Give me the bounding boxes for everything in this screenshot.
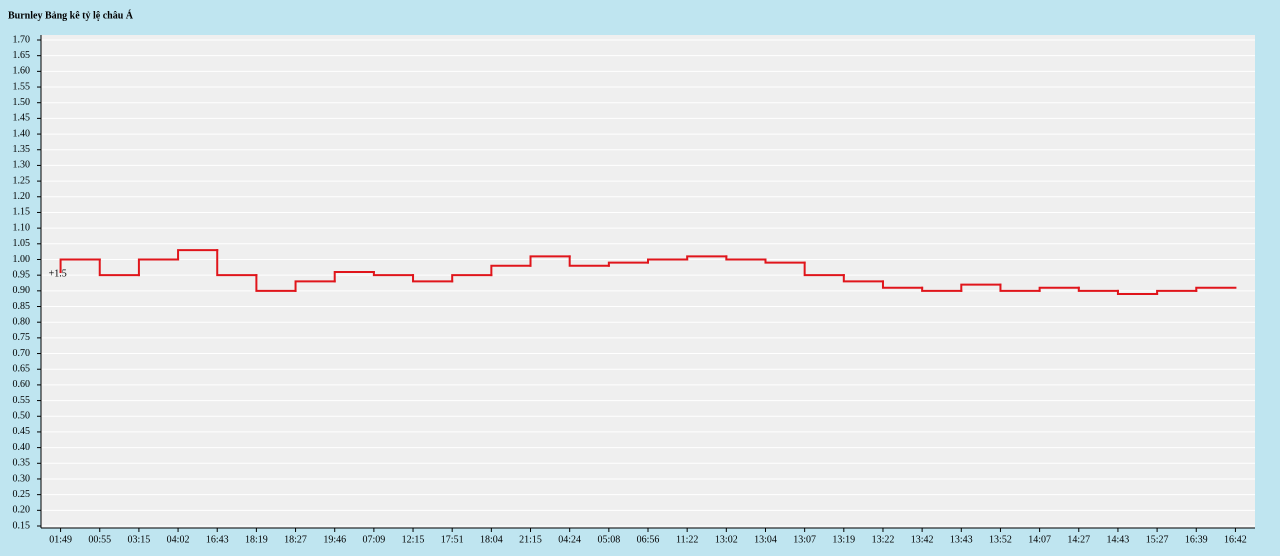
x-tick-label: 18:27 [284, 534, 307, 545]
x-tick-label: 13:02 [715, 534, 738, 545]
y-tick-label: 0.25 [13, 489, 31, 500]
y-tick-label: 0.75 [13, 332, 31, 343]
x-tick-label: 14:07 [1028, 534, 1051, 545]
x-tick-label: 16:39 [1185, 534, 1208, 545]
step-segment [372, 271, 415, 277]
y-tick-label: 0.65 [13, 364, 31, 375]
step-segment [177, 249, 219, 261]
y-tick-label: 0.35 [13, 458, 31, 469]
x-tick-label: 17:51 [441, 534, 464, 545]
y-tick-label: 0.20 [13, 505, 31, 516]
step-segment [960, 283, 1002, 292]
x-tick-label: 13:07 [793, 534, 816, 545]
x-tick-label: 01:49 [49, 534, 72, 545]
x-tick-label: 00:55 [88, 534, 111, 545]
step-segment [98, 258, 140, 277]
x-tick-label: 12:15 [402, 534, 425, 545]
y-tick-label: 1.35 [13, 144, 31, 155]
x-tick-label: 13:22 [872, 534, 895, 545]
y-tick-label: 1.25 [13, 175, 31, 186]
step-segment [1038, 286, 1080, 292]
x-tick-label: 15:27 [1146, 534, 1169, 545]
step-segment [725, 255, 767, 261]
y-tick-label: 0.15 [13, 520, 31, 531]
x-tick-label: 05:08 [597, 534, 620, 545]
step-segment [137, 258, 180, 277]
step-segment [999, 283, 1041, 292]
step-segment [647, 258, 689, 264]
y-tick-label: 1.10 [13, 222, 31, 233]
y-tick-label: 1.60 [13, 66, 31, 77]
x-tick-label: 14:43 [1107, 534, 1130, 545]
step-segment [1156, 289, 1198, 295]
y-tick-label: 1.55 [13, 81, 31, 92]
step-segment [59, 258, 101, 274]
step-segment [881, 280, 924, 289]
y-tick-label: 0.80 [13, 316, 31, 327]
y-tick-label: 1.05 [13, 238, 31, 249]
y-tick-label: 1.00 [13, 254, 31, 265]
x-tick-label: 14:27 [1067, 534, 1090, 545]
step-segment [607, 261, 649, 267]
step-segment [568, 255, 610, 267]
x-tick-label: 16:42 [1224, 534, 1247, 545]
y-tick-label: 1.70 [13, 34, 31, 45]
y-tick-label: 0.95 [13, 269, 31, 280]
step-segment [686, 255, 728, 261]
y-tick-label: 1.45 [13, 113, 31, 124]
step-segment [216, 249, 258, 277]
x-tick-label: 13:43 [950, 534, 973, 545]
step-segment [1077, 286, 1119, 292]
step-segment [255, 274, 297, 292]
y-tick-label: 0.60 [13, 379, 31, 390]
step-segment [412, 274, 454, 283]
x-tick-label: 16:43 [206, 534, 229, 545]
x-tick-label: 19:46 [323, 534, 346, 545]
step-segment [294, 280, 336, 292]
y-tick-label: 0.50 [13, 411, 31, 422]
y-tick-label: 1.20 [13, 191, 31, 202]
step-segment [1116, 289, 1159, 295]
step-segment [803, 261, 845, 277]
y-tick-label: 0.30 [13, 473, 31, 484]
y-tick-label: 1.50 [13, 97, 31, 108]
y-tick-label: 1.15 [13, 207, 31, 218]
x-tick-label: 03:15 [128, 534, 151, 545]
x-tick-label: 13:04 [754, 534, 777, 545]
annotation: +1.5 [49, 268, 67, 279]
y-tick-label: 1.40 [13, 128, 31, 139]
y-tick-label: 0.40 [13, 442, 31, 453]
step-segment [529, 255, 571, 267]
step-segment [1195, 286, 1237, 292]
step-segment [333, 271, 375, 283]
x-tick-label: 07:09 [362, 534, 385, 545]
y-tick-label: 0.45 [13, 426, 31, 437]
step-segment [842, 274, 884, 283]
step-segment [451, 274, 493, 283]
step-segment [921, 286, 963, 292]
step-segment [764, 258, 806, 264]
x-tick-label: 13:19 [832, 534, 855, 545]
y-tick-label: 0.55 [13, 395, 31, 406]
x-tick-label: 18:04 [480, 534, 503, 545]
y-tick-label: 0.90 [13, 285, 31, 296]
x-tick-label: 06:56 [637, 534, 660, 545]
x-tick-label: 13:42 [911, 534, 934, 545]
x-tick-label: 13:52 [989, 534, 1012, 545]
x-tick-label: 21:15 [519, 534, 542, 545]
y-tick-label: 1.65 [13, 50, 31, 61]
y-tick-label: 0.70 [13, 348, 31, 359]
y-tick-label: 0.85 [13, 301, 31, 312]
x-tick-label: 04:24 [558, 534, 581, 545]
step-segment [490, 264, 532, 277]
plot-area [41, 35, 1255, 528]
x-tick-label: 11:22 [676, 534, 698, 545]
x-tick-label: 18:19 [245, 534, 268, 545]
y-tick-label: 1.30 [13, 160, 31, 171]
x-tick-label: 04:02 [167, 534, 190, 545]
chart-title: Burnley Bảng kê tỷ lệ châu Á [8, 9, 134, 21]
